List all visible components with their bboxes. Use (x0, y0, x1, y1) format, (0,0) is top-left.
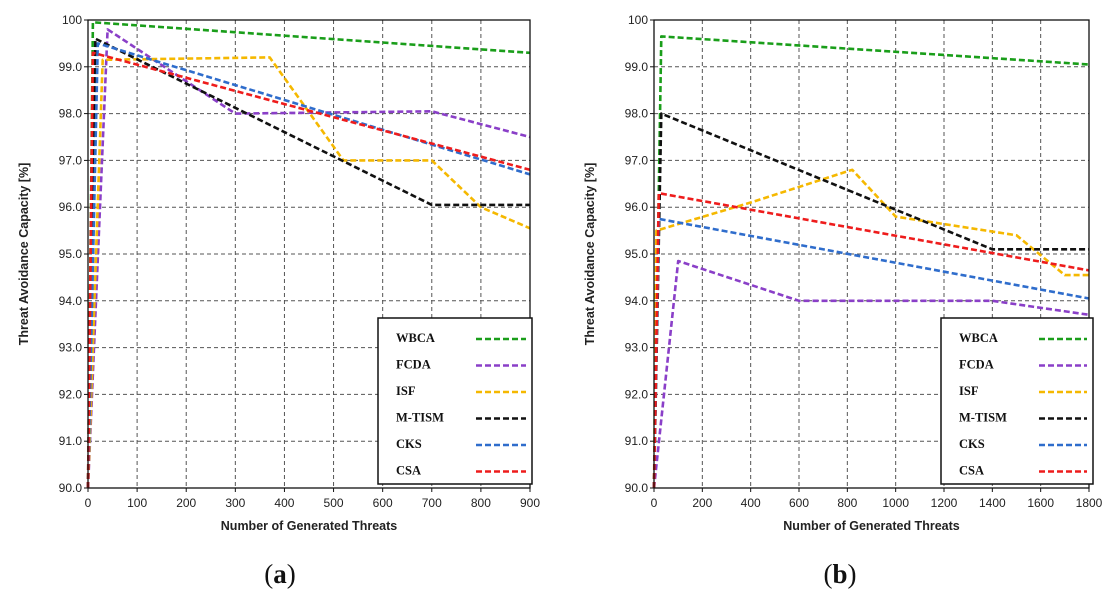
x-tick-label: 600 (789, 496, 809, 510)
x-tick-label: 700 (422, 496, 442, 510)
x-tick-label: 200 (692, 496, 712, 510)
x-tick-label: 0 (651, 496, 658, 510)
x-tick-label: 1200 (931, 496, 958, 510)
x-tick-label: 0 (85, 496, 92, 510)
x-tick-label: 200 (176, 496, 196, 510)
legend-label-wbca: WBCA (959, 331, 998, 345)
legend-label-fcda: FCDA (959, 358, 994, 372)
legend: WBCA FCDA ISF M-TISM CKS CSA (377, 317, 533, 485)
x-tick-label: 600 (373, 496, 393, 510)
x-tick-label: 400 (274, 496, 294, 510)
y-tick-label: 99.0 (59, 60, 83, 74)
caption-letter: b (832, 559, 847, 589)
series-line-fcda (86, 28, 531, 489)
y-tick-label: 94.0 (625, 294, 649, 308)
series-line-csa (86, 51, 531, 489)
series-group (652, 35, 1090, 489)
legend-label-wbca: WBCA (396, 331, 435, 345)
legend-label-m-tism: M-TISM (959, 411, 1007, 425)
series-line-csa (652, 191, 1090, 489)
caption-close: ) (848, 559, 857, 589)
x-axis-label: Number of Generated Threats (783, 519, 959, 533)
y-axis-label: Threat Avoidance Capacity [%] (583, 163, 597, 345)
y-tick-label: 100 (62, 13, 82, 27)
series-line-isf (652, 168, 1089, 489)
caption-open: ( (823, 559, 832, 589)
series-group (86, 20, 531, 489)
x-tick-label: 100 (127, 496, 147, 510)
x-tick-label: 300 (225, 496, 245, 510)
legend-label-csa: CSA (959, 464, 984, 478)
y-tick-label: 98.0 (59, 107, 83, 121)
y-tick-label: 91.0 (59, 434, 83, 448)
grid (88, 20, 530, 488)
y-tick-label: 93.0 (625, 341, 649, 355)
x-tick-label: 1600 (1027, 496, 1054, 510)
x-tick-label: 1000 (882, 496, 909, 510)
legend-label-m-tism: M-TISM (396, 411, 444, 425)
y-tick-label: 90.0 (59, 481, 83, 495)
y-tick-label: 96.0 (59, 200, 83, 214)
caption-letter: a (273, 559, 287, 589)
legend-label-cks: CKS (959, 437, 985, 451)
chart-b: 0 200 400 600 800 1000 1200 1400 1600 1800 90.0 91.… (583, 13, 1103, 589)
y-tick-label: 98.0 (625, 107, 649, 121)
legend: WBCA FCDA ISF M-TISM CKS CSA (940, 317, 1094, 485)
y-tick-label: 97.0 (59, 153, 83, 167)
caption-open: ( (264, 559, 273, 589)
grid (654, 20, 1089, 488)
series-line-m-tism (652, 112, 1089, 489)
y-tick-label: 99.0 (625, 60, 649, 74)
x-tick-label: 1800 (1076, 496, 1103, 510)
x-tick-label: 900 (520, 496, 540, 510)
legend-label-isf: ISF (396, 384, 416, 398)
y-tick-label: 96.0 (625, 200, 649, 214)
legend-label-fcda: FCDA (396, 358, 431, 372)
caption-close: ) (287, 559, 296, 589)
x-tick-label: 400 (741, 496, 761, 510)
x-tick-label: 800 (471, 496, 491, 510)
y-tick-label: 92.0 (625, 387, 649, 401)
chart-a: 0 100 200 300 400 500 600 700 800 900 90.0 91.0 92.0… (17, 13, 540, 589)
legend-box (940, 317, 1094, 485)
legend-label-csa: CSA (396, 464, 421, 478)
y-tick-label: 93.0 (59, 341, 83, 355)
y-tick-label: 95.0 (625, 247, 649, 261)
series-line-m-tism (86, 37, 530, 489)
legend-label-isf: ISF (959, 384, 979, 398)
x-tick-label: 800 (837, 496, 857, 510)
figure-caption: (b) (823, 559, 856, 589)
legend-label-cks: CKS (396, 437, 422, 451)
x-tick-label: 1400 (979, 496, 1006, 510)
x-tick-label: 500 (324, 496, 344, 510)
figure-caption: (a) (264, 559, 296, 589)
series-line-fcda (652, 259, 1090, 489)
series-line-cks (652, 217, 1090, 489)
series-line-wbca (652, 35, 1090, 489)
series-line-cks (86, 42, 531, 489)
y-tick-label: 92.0 (59, 387, 83, 401)
y-tick-label: 95.0 (59, 247, 83, 261)
legend-box (377, 317, 533, 485)
y-tick-label: 94.0 (59, 294, 83, 308)
y-tick-label: 100 (628, 13, 648, 27)
y-axis-label: Threat Avoidance Capacity [%] (17, 163, 31, 345)
y-tick-label: 97.0 (625, 153, 649, 167)
y-tick-label: 90.0 (625, 481, 649, 495)
x-axis-label: Number of Generated Threats (221, 519, 397, 533)
y-tick-label: 91.0 (625, 434, 649, 448)
